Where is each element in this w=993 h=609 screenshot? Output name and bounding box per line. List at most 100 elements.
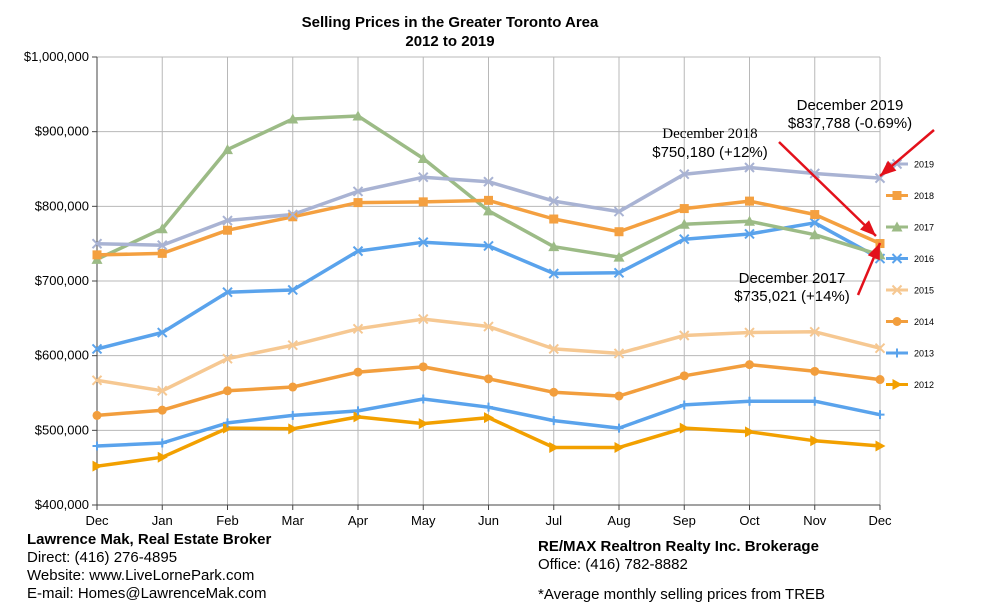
data-point-2013 xyxy=(288,410,298,420)
data-point-2014 xyxy=(679,371,689,381)
legend-label: 2018 xyxy=(914,191,934,201)
data-point-2019 xyxy=(613,206,625,217)
data-point-2015 xyxy=(613,348,625,359)
x-tick-label: May xyxy=(411,513,436,528)
annotation-arrow-line xyxy=(778,141,877,237)
data-point-2015 xyxy=(874,342,886,354)
series-markers xyxy=(91,110,886,472)
x-tick-label: Dec xyxy=(868,513,892,528)
x-tick-label: Feb xyxy=(216,513,238,528)
x-tick-label: Dec xyxy=(85,513,109,528)
legend-label: 2012 xyxy=(914,380,934,390)
y-tick-label: $500,000 xyxy=(35,422,89,437)
data-point-2016 xyxy=(483,240,494,252)
data-point-2019 xyxy=(809,168,820,179)
annotation-arrowhead xyxy=(859,220,876,236)
axes xyxy=(92,56,881,510)
annotation-value: $750,180 (+12%) xyxy=(652,144,768,161)
data-point-2012 xyxy=(288,423,299,435)
data-point-2013 xyxy=(745,396,754,406)
data-point-2015 xyxy=(679,330,690,341)
data-point-2014 xyxy=(418,362,428,372)
data-point-2013 xyxy=(549,416,559,426)
data-point-2013 xyxy=(810,396,820,406)
y-tick-label: $600,000 xyxy=(35,348,89,363)
data-point-2018 xyxy=(745,196,754,206)
data-point-2017 xyxy=(613,251,625,262)
broker-direct-phone: Direct: (416) 276-4895 xyxy=(27,549,178,566)
data-point-2013 xyxy=(223,418,232,428)
annotation-title: December 2019 xyxy=(797,97,904,114)
legend: 2019 2018 2017 2016 2015 2014 2013 2012 xyxy=(886,158,934,390)
data-point-2018 xyxy=(288,212,298,222)
data-point-2014 xyxy=(484,374,493,384)
data-point-2012 xyxy=(92,460,103,472)
data-point-2014 xyxy=(92,410,102,420)
data-point-2016 xyxy=(418,236,429,248)
x-tick-label: Sep xyxy=(673,513,696,528)
data-point-2017 xyxy=(809,229,821,240)
annotation-title: December 2017 xyxy=(739,270,846,287)
data-point-2013 xyxy=(418,394,428,404)
x-tick-label: Aug xyxy=(607,513,630,528)
data-point-2015 xyxy=(352,323,364,334)
legend-swatch-marker xyxy=(892,379,903,390)
data-point-2016 xyxy=(222,286,233,298)
data-point-2014 xyxy=(353,367,363,377)
data-point-2019 xyxy=(418,172,429,183)
data-point-2013 xyxy=(92,441,102,451)
data-point-2014 xyxy=(288,382,298,392)
data-point-2016 xyxy=(157,327,168,338)
annotation-value: $735,021 (+14%) xyxy=(734,288,850,305)
data-point-2012 xyxy=(614,442,625,454)
chart-subtitle: 2012 to 2019 xyxy=(405,33,495,50)
data-point-2018 xyxy=(353,198,363,208)
data-point-2016 xyxy=(613,267,625,278)
legend-swatch-marker xyxy=(892,191,902,200)
data-point-2012 xyxy=(223,422,233,434)
data-point-2016 xyxy=(679,233,690,245)
data-point-2017 xyxy=(744,215,755,226)
data-point-2016 xyxy=(744,228,755,240)
data-point-2017 xyxy=(483,205,494,216)
data-point-2013 xyxy=(484,402,493,412)
data-point-2012 xyxy=(484,412,494,424)
annotations: December 2019$837,788 (-0.69%) December 2… xyxy=(652,97,935,305)
annotation-arrowhead xyxy=(867,243,880,261)
data-point-2012 xyxy=(353,411,364,423)
legend-label: 2013 xyxy=(914,349,934,359)
data-point-2015 xyxy=(744,327,755,338)
data-point-2013 xyxy=(614,423,624,433)
data-point-2013 xyxy=(157,438,167,448)
x-tick-labels: Dec Jan Feb Mar Apr May Jun Jul Aug Sep Oct Nov Dec xyxy=(85,513,892,528)
legend-label: 2014 xyxy=(914,317,934,327)
brokerage-office-phone: Office: (416) 782-8882 xyxy=(538,556,688,573)
data-point-2014 xyxy=(745,360,754,370)
data-point-2016 xyxy=(287,284,298,296)
data-point-2014 xyxy=(223,386,232,396)
y-tick-label: $1,000,000 xyxy=(24,49,89,64)
x-tick-label: Jun xyxy=(478,513,499,528)
y-tick-label: $900,000 xyxy=(35,124,89,139)
legend-label: 2019 xyxy=(914,160,934,170)
data-point-2016 xyxy=(91,343,103,355)
data-point-2015 xyxy=(809,326,820,337)
data-point-2018 xyxy=(484,195,493,205)
x-tick-label: Nov xyxy=(803,513,827,528)
data-point-2019 xyxy=(91,238,103,249)
data-point-2013 xyxy=(875,410,885,420)
data-point-2015 xyxy=(483,321,494,332)
legend-swatch-marker xyxy=(891,284,903,296)
data-point-2015 xyxy=(418,313,429,325)
data-point-2014 xyxy=(549,387,559,397)
y-tick-label: $400,000 xyxy=(35,497,89,512)
data-point-2012 xyxy=(875,440,886,452)
data-point-2016 xyxy=(548,268,559,279)
data-point-2019 xyxy=(352,186,364,197)
data-point-2012 xyxy=(810,435,821,447)
data-point-2016 xyxy=(809,217,820,228)
legend-swatch-marker xyxy=(891,253,903,264)
data-point-2014 xyxy=(810,366,820,376)
data-point-2017 xyxy=(287,113,299,124)
x-tick-label: Oct xyxy=(739,513,760,528)
